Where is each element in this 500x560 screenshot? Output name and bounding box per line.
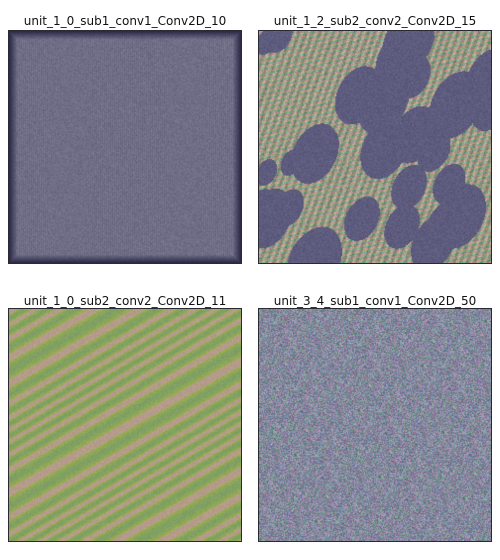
feature-visualization-1 bbox=[8, 30, 242, 264]
panel-title-2: unit_1_2_sub2_conv2_Conv2D_15 bbox=[273, 14, 477, 28]
feature-visualization-2 bbox=[258, 30, 492, 264]
panel-title-3: unit_1_0_sub2_conv2_Conv2D_11 bbox=[23, 294, 227, 308]
feature-visualization-3 bbox=[8, 308, 242, 542]
feature-visualization-4 bbox=[258, 308, 492, 542]
panel-title-1: unit_1_0_sub1_conv1_Conv2D_10 bbox=[23, 14, 227, 28]
panel-title-4: unit_3_4_sub1_conv1_Conv2D_50 bbox=[273, 294, 477, 308]
